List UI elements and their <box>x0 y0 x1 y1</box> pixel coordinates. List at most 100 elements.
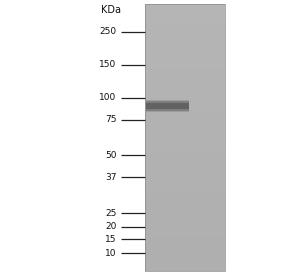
Bar <box>145 220 225 223</box>
Bar <box>145 180 225 183</box>
Bar <box>145 9 225 12</box>
Bar <box>145 7 225 9</box>
Bar <box>145 89 225 92</box>
Bar <box>145 4 225 271</box>
Bar <box>145 79 225 81</box>
Bar <box>145 140 225 143</box>
Bar <box>145 191 225 194</box>
Bar <box>145 54 225 57</box>
Bar <box>145 121 225 124</box>
Bar <box>145 60 225 63</box>
Bar <box>145 46 225 50</box>
Bar <box>145 87 225 89</box>
Bar <box>145 65 225 68</box>
Bar <box>145 12 225 15</box>
Bar <box>145 175 225 178</box>
Bar <box>145 81 225 84</box>
Bar <box>145 100 225 103</box>
Bar <box>146 103 189 109</box>
Bar <box>145 252 225 255</box>
Bar <box>145 70 225 73</box>
Bar <box>145 103 225 106</box>
Bar <box>146 101 189 111</box>
Bar <box>145 185 225 188</box>
Bar <box>145 15 225 17</box>
Bar <box>145 241 225 244</box>
Bar <box>145 239 225 241</box>
Bar <box>145 137 225 140</box>
Bar <box>145 255 225 257</box>
Bar <box>145 41 225 44</box>
Bar <box>145 193 225 196</box>
Bar <box>145 148 225 151</box>
Bar <box>145 108 225 111</box>
Text: KDa: KDa <box>101 5 121 15</box>
Bar <box>145 132 225 135</box>
Bar <box>145 76 225 79</box>
Bar <box>145 177 225 180</box>
Bar <box>145 183 225 186</box>
Bar <box>145 164 225 167</box>
Bar <box>145 84 225 87</box>
Bar <box>145 31 225 34</box>
Text: 25: 25 <box>105 209 117 218</box>
Text: 150: 150 <box>99 60 117 69</box>
Bar <box>145 225 225 228</box>
Bar <box>145 222 225 226</box>
Bar <box>145 236 225 239</box>
Bar <box>145 212 225 215</box>
Bar <box>145 62 225 65</box>
Bar <box>145 167 225 169</box>
Bar <box>145 113 225 116</box>
Bar <box>145 159 225 161</box>
Text: 100: 100 <box>99 93 117 102</box>
Bar <box>145 153 225 156</box>
Bar <box>145 201 225 204</box>
Bar <box>145 57 225 60</box>
Bar <box>145 207 225 210</box>
Bar <box>145 73 225 76</box>
Bar <box>145 199 225 202</box>
Bar <box>145 33 225 36</box>
Text: 10: 10 <box>105 249 117 257</box>
Bar <box>145 260 225 263</box>
Bar <box>145 156 225 159</box>
Bar <box>145 20 225 23</box>
Bar <box>145 44 225 47</box>
Bar <box>145 263 225 266</box>
Bar <box>145 68 225 71</box>
Bar <box>145 214 225 218</box>
Bar <box>145 188 225 191</box>
Bar <box>145 172 225 175</box>
Bar <box>145 119 225 122</box>
Bar <box>145 116 225 119</box>
Bar <box>145 204 225 207</box>
Bar <box>145 142 225 145</box>
Bar <box>145 36 225 39</box>
Bar <box>145 233 225 236</box>
Bar <box>145 217 225 220</box>
Bar <box>145 25 225 28</box>
Bar <box>145 268 225 271</box>
Bar <box>145 230 225 233</box>
Bar <box>145 228 225 231</box>
Bar <box>145 111 225 114</box>
Bar <box>145 169 225 172</box>
Bar <box>145 126 225 130</box>
Bar <box>145 4 225 7</box>
Text: 15: 15 <box>105 235 117 244</box>
Bar <box>145 145 225 148</box>
Bar <box>145 161 225 164</box>
Bar <box>145 92 225 95</box>
Bar <box>145 151 225 153</box>
Bar <box>145 247 225 249</box>
Bar <box>145 257 225 260</box>
Bar <box>146 100 189 112</box>
Bar <box>145 249 225 252</box>
Text: 75: 75 <box>105 115 117 124</box>
Bar <box>145 105 225 108</box>
Text: 250: 250 <box>100 27 117 36</box>
Bar <box>145 134 225 138</box>
Bar <box>145 265 225 268</box>
Bar <box>145 209 225 212</box>
